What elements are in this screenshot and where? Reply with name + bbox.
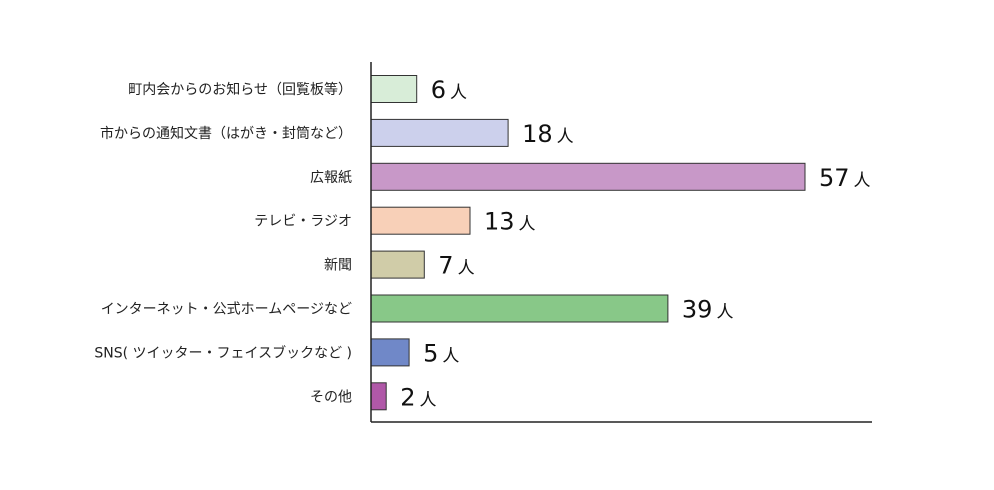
bar-1 [370, 75, 418, 103]
category-labels-group: 町内会からのお知らせ（回覧板等） 市からの通知文書（はがき・封筒など） 広報紙テレビ… [94, 81, 352, 405]
value-number: 2 [400, 383, 415, 411]
value-labels-group: 6 人18 人57 人13 人7 人39 人5 人2 人 [400, 76, 870, 411]
value-number: 7 [438, 252, 453, 280]
value-unit: 人 [450, 83, 467, 103]
category-label-8: その他 [310, 389, 352, 405]
value-number: 5 [423, 339, 438, 367]
bar-8 [370, 382, 387, 411]
value-unit: 人 [519, 215, 536, 235]
value-label-2: 18 人 [522, 120, 574, 148]
category-label-7: SNS( ツイッター・フェイスブックなど ) [94, 344, 352, 361]
category-label-3: 広報紙 [310, 170, 352, 186]
value-number: 39 [682, 296, 713, 324]
bar-2 [370, 118, 509, 147]
bar-3 [370, 162, 806, 191]
category-label-5: 新聞 [324, 258, 352, 274]
value-unit: 人 [419, 390, 436, 410]
category-label-2: 市からの通知文書（はがき・封筒など） [100, 125, 352, 142]
value-label-4: 13 人 [484, 208, 536, 236]
bar-6 [370, 294, 669, 323]
value-unit: 人 [557, 127, 574, 147]
bar-4 [370, 206, 471, 235]
value-unit: 人 [442, 346, 459, 366]
value-unit: 人 [854, 171, 871, 191]
category-label-6: インターネット・公式ホームページなど [101, 302, 352, 318]
value-number: 6 [431, 76, 446, 104]
bars-group [370, 75, 806, 411]
value-unit: 人 [716, 303, 733, 323]
bar-5 [370, 250, 425, 279]
value-number: 18 [522, 120, 553, 148]
value-label-6: 39 人 [682, 296, 734, 324]
value-number: 13 [484, 208, 515, 236]
value-label-3: 57 人 [819, 164, 871, 192]
bar-7 [370, 338, 410, 367]
value-unit: 人 [458, 259, 475, 279]
category-label-4: テレビ・ラジオ [254, 214, 352, 230]
value-number: 57 [819, 164, 850, 192]
category-label-1: 町内会からのお知らせ（回覧板等） [128, 81, 352, 98]
